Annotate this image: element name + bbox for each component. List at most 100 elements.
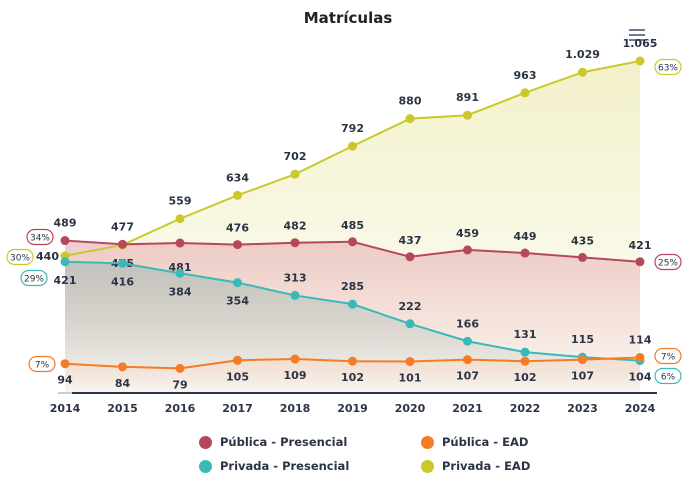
- data-point[interactable]: [578, 252, 587, 262]
- legend-marker: [199, 459, 212, 473]
- legend-label: Privada - EAD: [442, 459, 531, 473]
- data-point[interactable]: [60, 236, 70, 246]
- chart-title: Matrículas: [303, 9, 393, 27]
- x-tick-label: 2021: [452, 402, 483, 415]
- data-point[interactable]: [290, 354, 300, 364]
- data-point[interactable]: [233, 355, 242, 365]
- data-label: 166: [456, 317, 479, 330]
- legend-label: Pública - Presencial: [220, 435, 348, 449]
- data-label: 313: [284, 271, 307, 284]
- data-point[interactable]: [175, 268, 185, 278]
- data-point[interactable]: [463, 110, 472, 120]
- data-label: 880: [399, 95, 422, 108]
- data-point[interactable]: [635, 352, 645, 362]
- data-label: 482: [284, 220, 307, 233]
- data-label: 102: [341, 371, 364, 384]
- legend-item-privada-ead[interactable]: Privada - EAD: [421, 459, 530, 473]
- data-point[interactable]: [233, 190, 242, 200]
- data-label: 79: [172, 378, 187, 391]
- data-point[interactable]: [405, 319, 415, 329]
- data-label: 115: [571, 333, 594, 346]
- start-share-badge: [28, 355, 56, 373]
- end-share-badge-text: 6%: [661, 373, 676, 383]
- start-share-badge: [20, 269, 48, 287]
- data-point[interactable]: [463, 355, 472, 365]
- data-point[interactable]: [118, 258, 127, 268]
- legend-label: Privada - Presencial: [220, 459, 350, 473]
- x-tick-label: 2020: [395, 402, 426, 415]
- hamburger-menu-icon[interactable]: [629, 29, 645, 41]
- end-share-badge: [654, 367, 682, 385]
- x-tick-label: 2017: [222, 402, 253, 415]
- data-point[interactable]: [348, 141, 357, 151]
- data-label: 891: [456, 91, 479, 104]
- data-point[interactable]: [578, 355, 587, 365]
- data-label: 94: [57, 374, 73, 387]
- data-point[interactable]: [635, 257, 645, 267]
- data-point[interactable]: [60, 359, 70, 369]
- x-tick-label: 2014: [50, 402, 81, 415]
- x-tick-label: 2016: [165, 402, 196, 415]
- data-label: 104: [629, 371, 652, 384]
- data-label: 421: [54, 274, 77, 287]
- data-point[interactable]: [118, 362, 127, 372]
- data-point[interactable]: [578, 67, 587, 77]
- scrollbar-thumb[interactable]: [58, 392, 72, 394]
- data-point[interactable]: [348, 356, 357, 366]
- data-point[interactable]: [405, 252, 415, 262]
- legend-marker: [421, 459, 434, 473]
- legend-item-publica-presencial[interactable]: Pública - Presencial: [199, 435, 347, 449]
- data-point[interactable]: [520, 356, 530, 366]
- data-point[interactable]: [175, 363, 185, 373]
- data-label: 285: [341, 280, 364, 293]
- data-point[interactable]: [405, 114, 415, 124]
- data-label: 792: [341, 122, 364, 135]
- data-label: 963: [514, 69, 537, 82]
- data-point[interactable]: [290, 238, 300, 248]
- data-point[interactable]: [348, 299, 357, 309]
- plot-area: 2014 2015 2016 2017 2018 2019 2020 2021 2022 2023…: [6, 37, 682, 415]
- data-label: 481: [169, 261, 192, 274]
- data-point[interactable]: [348, 237, 357, 247]
- x-tick-label: 2024: [625, 402, 656, 415]
- data-label: 437: [399, 234, 422, 247]
- end-share-badge-text: 7%: [661, 353, 676, 363]
- data-point[interactable]: [175, 238, 185, 248]
- legend-item-privada-presencial[interactable]: Privada - Presencial: [199, 459, 349, 473]
- data-point[interactable]: [118, 239, 127, 249]
- data-label: 101: [399, 372, 422, 385]
- end-share-badge: [654, 347, 682, 365]
- area-2: [65, 357, 640, 393]
- data-label: 84: [115, 377, 131, 390]
- data-point[interactable]: [405, 357, 415, 367]
- start-share-badge-text: 30%: [10, 254, 30, 264]
- data-point[interactable]: [463, 245, 472, 255]
- legend-label: Pública - EAD: [442, 435, 529, 449]
- data-label: 222: [399, 300, 422, 313]
- data-label: 634: [226, 171, 249, 184]
- data-point[interactable]: [175, 214, 185, 224]
- legend-marker: [421, 435, 434, 449]
- data-point[interactable]: [463, 336, 472, 346]
- data-label: 384: [169, 285, 192, 298]
- data-label: 107: [571, 370, 594, 383]
- data-point[interactable]: [233, 240, 242, 250]
- legend-item-publica-ead[interactable]: Pública - EAD: [421, 435, 528, 449]
- data-label: 435: [571, 234, 594, 247]
- data-label: 476: [226, 222, 249, 235]
- data-point[interactable]: [290, 169, 300, 179]
- start-share-badge-text: 7%: [35, 361, 50, 371]
- data-point[interactable]: [60, 257, 70, 267]
- data-point[interactable]: [233, 278, 242, 288]
- data-point[interactable]: [520, 347, 530, 357]
- end-share-badge: [654, 58, 682, 76]
- start-share-badge-text: 29%: [24, 275, 44, 285]
- data-point[interactable]: [520, 88, 530, 98]
- data-point[interactable]: [635, 56, 645, 66]
- x-tick-label: 2018: [280, 402, 311, 415]
- data-label: 477: [111, 220, 134, 233]
- data-label: 702: [284, 150, 307, 163]
- data-point[interactable]: [520, 248, 530, 258]
- data-point[interactable]: [290, 290, 300, 300]
